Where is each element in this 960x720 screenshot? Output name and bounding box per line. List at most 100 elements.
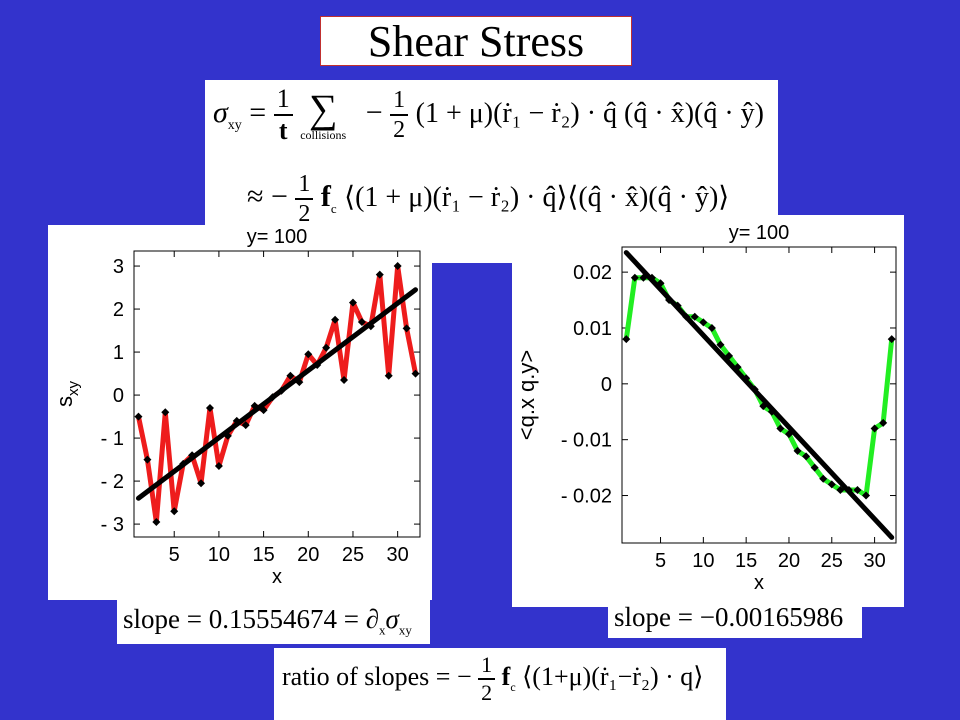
equation-line-2: ≈ − 1 2 fc ⟨(1 + μ)(ṙ₁ − ṙ₂) · q̂⟩⟨(q̂ ·… xyxy=(247,172,729,226)
data-point xyxy=(733,363,742,372)
data-point xyxy=(673,301,682,310)
equation-2-body: ⟨(1 + μ)(ṙ₁ − ṙ₂) · q̂⟩⟨(q̂ · x̂)(q̂ · ŷ… xyxy=(344,181,730,213)
half-denominator: 2 xyxy=(481,680,493,705)
data-point xyxy=(639,273,648,282)
slope-left-box: slope = 0.15554674 = ∂xσxy xyxy=(117,598,430,644)
y-tick-label: 0 xyxy=(113,385,124,407)
data-point xyxy=(827,480,836,489)
fit-line xyxy=(623,250,895,540)
data-point xyxy=(375,270,384,279)
data-point xyxy=(197,479,206,488)
x-tick-label: 10 xyxy=(208,544,230,566)
data-point xyxy=(836,485,845,494)
data-point xyxy=(887,335,896,344)
y-tick-label: - 1 xyxy=(101,428,124,450)
data-point xyxy=(295,378,304,387)
data-point xyxy=(690,312,699,321)
chart-title: y= 100 xyxy=(729,222,790,244)
y-tick-label: 0.01 xyxy=(573,318,612,340)
plot-frame xyxy=(621,246,897,544)
data-point xyxy=(366,322,375,331)
sum-symbol: ∑ xyxy=(308,86,338,131)
data-point xyxy=(214,462,223,471)
data-point xyxy=(348,298,357,307)
data-point xyxy=(179,459,188,468)
ratio-f-subscript: c xyxy=(510,680,516,695)
data-point xyxy=(630,273,639,282)
half-numerator: 1 xyxy=(390,88,409,116)
data-point xyxy=(810,463,819,472)
slope-right-text: slope = −0.00165986 xyxy=(614,602,844,632)
sum-subscript: collisions xyxy=(300,128,347,142)
equation-1-body: (1 + μ)(ṙ₁ − ṙ₂) · q̂ (q̂ · x̂)(q̂ · ŷ) xyxy=(415,97,764,129)
f-subscript: c xyxy=(330,200,337,216)
data-point xyxy=(411,369,420,378)
equation-line-1: σxy = 1 t ∑ collisions − 1 2 (1 + μ)(ṙ₁ … xyxy=(213,86,764,144)
data-point xyxy=(784,430,793,439)
data-point xyxy=(819,474,828,483)
slope-left-sigma: σ xyxy=(385,604,399,634)
x-axis-label: x xyxy=(272,566,282,588)
data-point xyxy=(862,491,871,500)
x-tick-label: 25 xyxy=(821,550,843,572)
minus-sign: − xyxy=(365,95,383,129)
data-point xyxy=(870,424,879,433)
data-point xyxy=(853,485,862,494)
data-point xyxy=(205,403,214,412)
data-line xyxy=(623,275,895,499)
slope-left-sub-x: x xyxy=(379,622,386,638)
data-point xyxy=(277,386,286,395)
data-point xyxy=(259,406,268,415)
data-point xyxy=(759,402,768,411)
ratio-box: ratio of slopes = − 1 2 fc ⟨(1+μ)(ṙ₁−ṙ₂)… xyxy=(274,648,726,720)
data-point xyxy=(304,350,313,359)
x-tick-label: 5 xyxy=(655,550,666,572)
data-point xyxy=(322,343,331,352)
x-tick-label: 5 xyxy=(169,544,180,566)
data-point xyxy=(143,455,152,464)
ratio-f-symbol: f xyxy=(501,661,511,691)
data-point xyxy=(647,273,656,282)
data-point xyxy=(793,446,802,455)
slope-left-prefix: slope = 0.15554674 = ∂ xyxy=(123,604,380,634)
data-point xyxy=(699,318,708,327)
x-tick-label: 25 xyxy=(342,544,364,566)
ratio-prefix: ratio of slopes = − xyxy=(282,661,472,691)
x-axis-label: x xyxy=(754,572,764,594)
half-denominator: 2 xyxy=(393,117,406,143)
data-point xyxy=(750,385,759,394)
plot-frame xyxy=(133,250,421,538)
data-point xyxy=(742,374,751,383)
data-point xyxy=(188,451,197,460)
half-numerator: 1 xyxy=(295,172,314,200)
y-axis-label: <q.x q.y> xyxy=(514,350,539,441)
data-point xyxy=(331,315,340,324)
y-tick-label: - 0.01 xyxy=(561,430,612,452)
y-tick-label: - 2 xyxy=(101,471,124,493)
data-point xyxy=(665,296,674,305)
f-symbol: f xyxy=(320,179,331,213)
approx-sign: ≈ − xyxy=(247,179,288,213)
x-tick-label: 20 xyxy=(778,550,800,572)
y-tick-label: 0.02 xyxy=(573,262,612,284)
data-point xyxy=(402,324,411,333)
ratio-text: ratio of slopes = − 1 2 fc ⟨(1+μ)(ṙ₁−ṙ₂)… xyxy=(282,654,703,704)
data-point xyxy=(241,421,250,430)
data-point xyxy=(268,393,277,402)
slide-title-box: Shear Stress xyxy=(320,16,632,66)
y-tick-label: 2 xyxy=(113,299,124,321)
one-half: 1 2 xyxy=(390,88,409,143)
frac-denominator: t xyxy=(278,116,288,145)
x-tick-label: 20 xyxy=(297,544,319,566)
ratio-half: 1 2 xyxy=(478,654,496,705)
slope-left-text: slope = 0.15554674 = ∂xσxy xyxy=(123,604,412,638)
y-axis-label-sub: xy xyxy=(65,381,82,397)
sigma-symbol: σ xyxy=(213,95,228,129)
data-point xyxy=(767,407,776,416)
left-plot-panel: y= 100 5 10 15 20 25 30 3 2 1 0- 1- 2- 3 x sxy xyxy=(48,225,432,600)
y-axis-label: sxy xyxy=(52,381,82,408)
right-chart: y= 100 5 10 15 20 25 30 0.02 0.01 0 - 0.01 - 0.02 x <… xyxy=(514,222,897,594)
data-point xyxy=(384,371,393,380)
data-point xyxy=(682,312,691,321)
x-tick-label: 15 xyxy=(735,550,757,572)
